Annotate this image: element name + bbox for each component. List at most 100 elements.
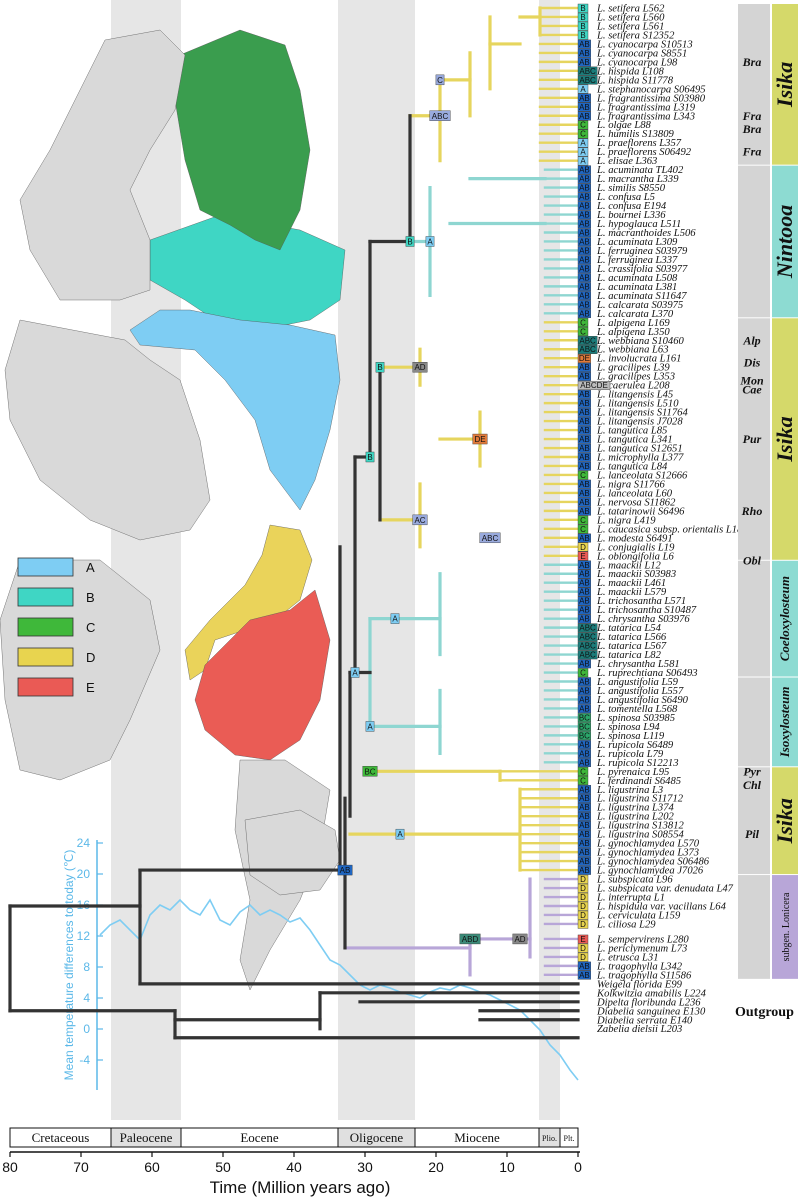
node-area-label: DE xyxy=(474,435,485,444)
tip-label: L. subspicata L96 xyxy=(596,875,673,886)
subgroup-label: Dis xyxy=(743,356,761,370)
tip-area-box xyxy=(577,883,589,893)
world-map xyxy=(0,29,346,991)
tip-label: L. nigra S11766 xyxy=(596,479,665,490)
tip-label: L. gynochlamydea L373 xyxy=(596,848,699,859)
tip-label: L. tangutica L84 xyxy=(596,461,668,472)
tip-area-label: D xyxy=(580,911,586,920)
tip-area-box xyxy=(577,273,592,283)
node-area-label: B xyxy=(407,237,412,246)
tip-label: L. acuminata TL402 xyxy=(596,165,684,176)
epoch-shading xyxy=(111,0,560,1120)
node-area-label: ABC xyxy=(482,534,499,543)
subgroup-label: Alp xyxy=(742,333,760,347)
tip-area-box xyxy=(577,829,592,839)
tip-area-label: AB xyxy=(579,363,590,372)
temp-tick-label: 8 xyxy=(83,960,90,974)
node-area-box xyxy=(479,532,501,544)
tip-label: L. gynochlamydea S06486 xyxy=(596,857,710,868)
tip-area-box xyxy=(577,713,592,723)
tip-area-box xyxy=(577,749,592,759)
node-area-box xyxy=(512,933,528,945)
area-legend: ABCDE xyxy=(17,557,95,697)
group-label: Isika xyxy=(772,416,797,462)
temp-tick-label: 0 xyxy=(83,1022,90,1036)
tip-area-box xyxy=(577,515,589,525)
tip-area-label: AB xyxy=(579,166,590,175)
tip-label: L. crassifolia S03977 xyxy=(596,264,688,275)
tip-area-box xyxy=(577,282,592,292)
tip-area-label: AB xyxy=(579,372,590,381)
tip-area-box xyxy=(577,201,592,211)
tip-area-label: AB xyxy=(579,857,590,866)
tip-area-box xyxy=(577,129,589,139)
tip-label: L. tragophylla L342 xyxy=(596,961,683,972)
tip-label: Kolkwitzia amabilis L224 xyxy=(596,988,707,999)
tip-label: L. tatarica L567 xyxy=(596,641,667,652)
tip-area-label: C xyxy=(580,327,586,336)
tip-area-box xyxy=(577,156,589,166)
tip-area-box xyxy=(577,970,592,980)
epoch-label: Cretaceous xyxy=(32,1130,90,1145)
tip-label: Diabelia sanguinea E130 xyxy=(596,1006,706,1017)
group-label: Nintooa xyxy=(772,205,797,279)
tip-area-label: AB xyxy=(579,570,590,579)
subgroup-label: Bra xyxy=(742,55,762,69)
node-area-label: B xyxy=(367,453,372,462)
tip-area-label: AB xyxy=(579,848,590,857)
tip-area-label: AB xyxy=(579,112,590,121)
subgroup-label: Fra xyxy=(742,109,762,123)
tip-label: L. hispida S11778 xyxy=(596,75,674,86)
tip-label: L. maackii L579 xyxy=(596,587,667,598)
tip-area-box xyxy=(577,910,589,920)
tip-area-label: AB xyxy=(579,255,590,264)
tip-area-label: AB xyxy=(579,58,590,67)
tip-label: Weigela florida E99 xyxy=(597,979,683,990)
tip-label: L. calcarata L370 xyxy=(596,309,674,320)
tip-area-label: D xyxy=(580,884,586,893)
tip-area-label: AB xyxy=(579,749,590,758)
tip-label: L. tangutica L85 xyxy=(596,426,667,437)
tip-label: L. spinosa S03985 xyxy=(596,713,675,724)
node-area-label: BC xyxy=(364,767,375,776)
tip-label: L. ferruginea S03979 xyxy=(596,246,688,257)
tip-area-label: AB xyxy=(579,579,590,588)
node-area-box xyxy=(375,362,385,373)
tip-label: L. alpigena L350 xyxy=(596,327,670,338)
tip-label: L. stephanocarpa S06495 xyxy=(596,84,706,95)
tip-label: L. ruprechtiana S06493 xyxy=(596,668,698,679)
tip-area-box xyxy=(577,336,598,345)
temperature-curve xyxy=(99,898,579,1081)
tip-area-label: AB xyxy=(579,40,590,49)
tip-label: L. rupicola L79 xyxy=(596,749,664,760)
tip-label: L. ligustrina S08554 xyxy=(596,830,685,841)
tip-label: L. olgae L88 xyxy=(596,120,652,131)
tip-area-label: AB xyxy=(579,220,590,229)
tip-area-label: AB xyxy=(579,103,590,112)
tip-area-box xyxy=(577,874,589,884)
tip-area-label: AB xyxy=(579,489,590,498)
group-label: subgen. Lonicera xyxy=(781,892,792,961)
tip-area-label: AB xyxy=(579,444,590,453)
node-area-label: AC xyxy=(414,516,425,525)
tip-label: L. cyanocarpa S8551 xyxy=(596,48,687,59)
subgroup-panel xyxy=(738,560,770,677)
tip-area-box xyxy=(577,237,592,247)
tip-label: L. etrusca L31 xyxy=(596,952,659,963)
subgroup-label: Pil xyxy=(745,827,760,841)
tip-area-box xyxy=(577,785,592,794)
map-gray-mid xyxy=(4,319,211,541)
tip-label: L. webbiana L63 xyxy=(596,345,669,356)
time-tick-label: 50 xyxy=(215,1159,231,1175)
tip-area-label: E xyxy=(580,552,585,561)
tip-area-box xyxy=(577,461,592,471)
epoch-label: Oligocene xyxy=(350,1130,404,1145)
tip-area-label: AB xyxy=(579,561,590,570)
tip-label: L. fragrantissima S03980 xyxy=(596,93,706,104)
tip-area-box xyxy=(577,354,592,363)
node-area-label: A xyxy=(397,830,403,839)
subgroup-panel xyxy=(738,165,770,318)
tip-area-box xyxy=(577,596,592,606)
tip-area-box xyxy=(577,452,592,462)
